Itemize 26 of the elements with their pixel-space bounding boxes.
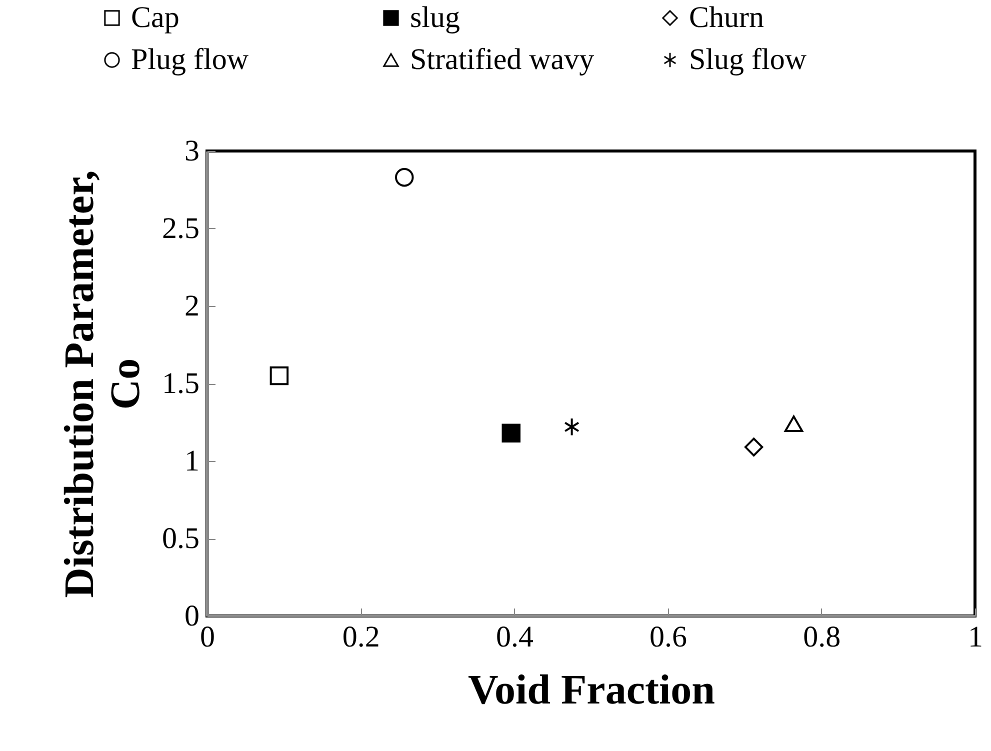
- y-tick-label: 1: [184, 444, 200, 478]
- x-tick-label: 0.4: [496, 620, 534, 654]
- y-tick-label: 2: [184, 290, 200, 322]
- point: [502, 424, 520, 442]
- y-tick-label: 0: [184, 600, 200, 632]
- point: [744, 438, 764, 456]
- x-tick-label: 1: [968, 620, 983, 654]
- point: [270, 366, 289, 386]
- point: [395, 168, 414, 187]
- x-tick-label: 0.6: [650, 620, 688, 654]
- legend-label: Stratified wavy: [410, 43, 594, 76]
- legend-label: Cap: [131, 1, 180, 34]
- point: [784, 416, 804, 432]
- legend-label: Slug flow: [689, 43, 807, 76]
- point: [564, 418, 580, 436]
- x-tick-label: 0.8: [803, 620, 841, 654]
- y-tick-label: 1.5: [162, 367, 200, 400]
- y-axis-title: Distribution Parameter, Co: [57, 170, 149, 598]
- x-axis-title: Void Fraction: [468, 668, 715, 714]
- y-tick-label: 3: [184, 134, 200, 168]
- y-tick-label: 0.5: [162, 522, 200, 555]
- legend-label: slug: [410, 1, 460, 34]
- x-tick-label: 0.2: [342, 620, 380, 654]
- legend-label: Churn: [689, 1, 764, 34]
- y-tick-label: 2.5: [162, 212, 200, 245]
- legend-label: Plug flow: [131, 43, 249, 76]
